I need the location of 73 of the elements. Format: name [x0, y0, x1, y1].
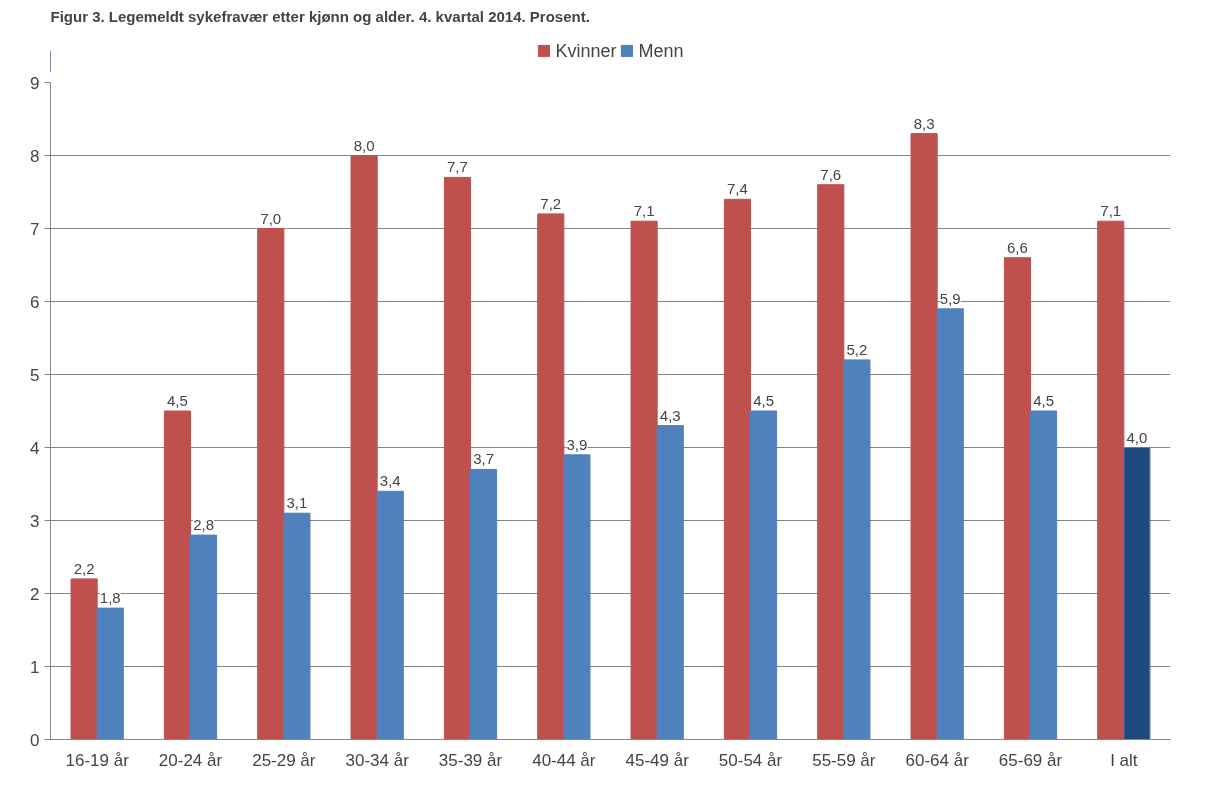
x-tick-label: 35-39 år	[438, 750, 503, 770]
data-label: 2,8	[193, 516, 214, 534]
data-label: 4,5	[1033, 392, 1054, 409]
y-tick-label: 0	[30, 730, 40, 750]
bar	[283, 512, 311, 740]
y-tick-label: 6	[30, 292, 40, 312]
bar	[843, 359, 871, 740]
x-tick-label: 45-49 år	[625, 750, 690, 770]
data-label: 7,1	[633, 202, 655, 220]
x-tick-label: 50-54 år	[718, 750, 783, 770]
y-tick-label: 5	[30, 365, 40, 385]
legend-label: Menn	[638, 40, 684, 61]
data-label: 8,3	[913, 114, 935, 132]
data-label: 7,6	[820, 165, 842, 183]
y-tick-label: 9	[30, 73, 40, 93]
x-tick-label: 30-34 år	[345, 750, 410, 770]
x-tick-label: 55-59 år	[812, 750, 876, 770]
bar	[656, 425, 684, 740]
bar	[1123, 447, 1151, 740]
y-tick-label: 1	[30, 657, 40, 677]
data-label: 4,5	[753, 392, 774, 409]
bar	[723, 198, 751, 740]
data-label: 3,9	[566, 435, 588, 453]
x-tick-label: 25-29 år	[252, 750, 316, 770]
bar	[537, 213, 565, 740]
data-label: 2,2	[73, 559, 95, 577]
bar	[910, 133, 938, 740]
x-tick-label: 60-64 år	[905, 750, 970, 770]
y-tick-label: 8	[30, 146, 40, 166]
bar	[817, 184, 845, 740]
data-label: 5,2	[846, 340, 868, 358]
data-label: 7,7	[447, 158, 468, 176]
x-tick-label: 16-19 år	[65, 750, 130, 770]
bar	[257, 228, 285, 740]
data-label: 3,1	[286, 494, 308, 512]
bar	[443, 176, 471, 740]
bar	[96, 607, 124, 740]
bar	[376, 490, 404, 740]
data-label: 7,2	[540, 194, 562, 212]
x-tick-label: I alt	[1110, 750, 1138, 770]
bar	[163, 410, 191, 740]
bar	[1003, 257, 1031, 740]
data-label: 4,5	[167, 392, 188, 409]
data-label: 7,4	[727, 180, 748, 198]
y-tick-label: 3	[30, 511, 40, 531]
data-label: 6,6	[1007, 238, 1028, 256]
data-label: 8,0	[353, 136, 375, 154]
x-tick-label: 40-44 år	[532, 750, 596, 770]
data-label: 7,1	[1100, 202, 1122, 220]
data-label: 4,0	[1126, 428, 1148, 446]
data-label: 7,0	[260, 209, 282, 227]
x-tick-label: 20-24 år	[158, 750, 223, 770]
data-label: 1,8	[99, 589, 121, 607]
x-tick-label: 65-69 år	[998, 750, 1063, 770]
bar	[190, 534, 218, 740]
bar	[630, 220, 658, 740]
y-tick-label: 2	[30, 584, 40, 604]
bar	[936, 308, 964, 740]
bar	[350, 155, 378, 740]
legend-label: Kvinner	[555, 40, 617, 61]
y-tick-label: 4	[30, 438, 40, 458]
data-label: 5,9	[939, 289, 961, 307]
data-label: 3,4	[379, 472, 401, 490]
bar	[1097, 220, 1125, 740]
bar	[470, 468, 498, 740]
data-label: 3,7	[473, 450, 494, 468]
bar	[70, 578, 98, 740]
bar	[563, 454, 591, 740]
bar	[750, 410, 778, 740]
chart-title: Figur 3. Legemeldt sykefravær etter kjønn og alder. 4. kvartal 2014. Prosent.	[50, 7, 590, 25]
bar	[1030, 410, 1058, 740]
data-label: 4,3	[659, 406, 681, 424]
y-tick-label: 7	[30, 219, 40, 239]
